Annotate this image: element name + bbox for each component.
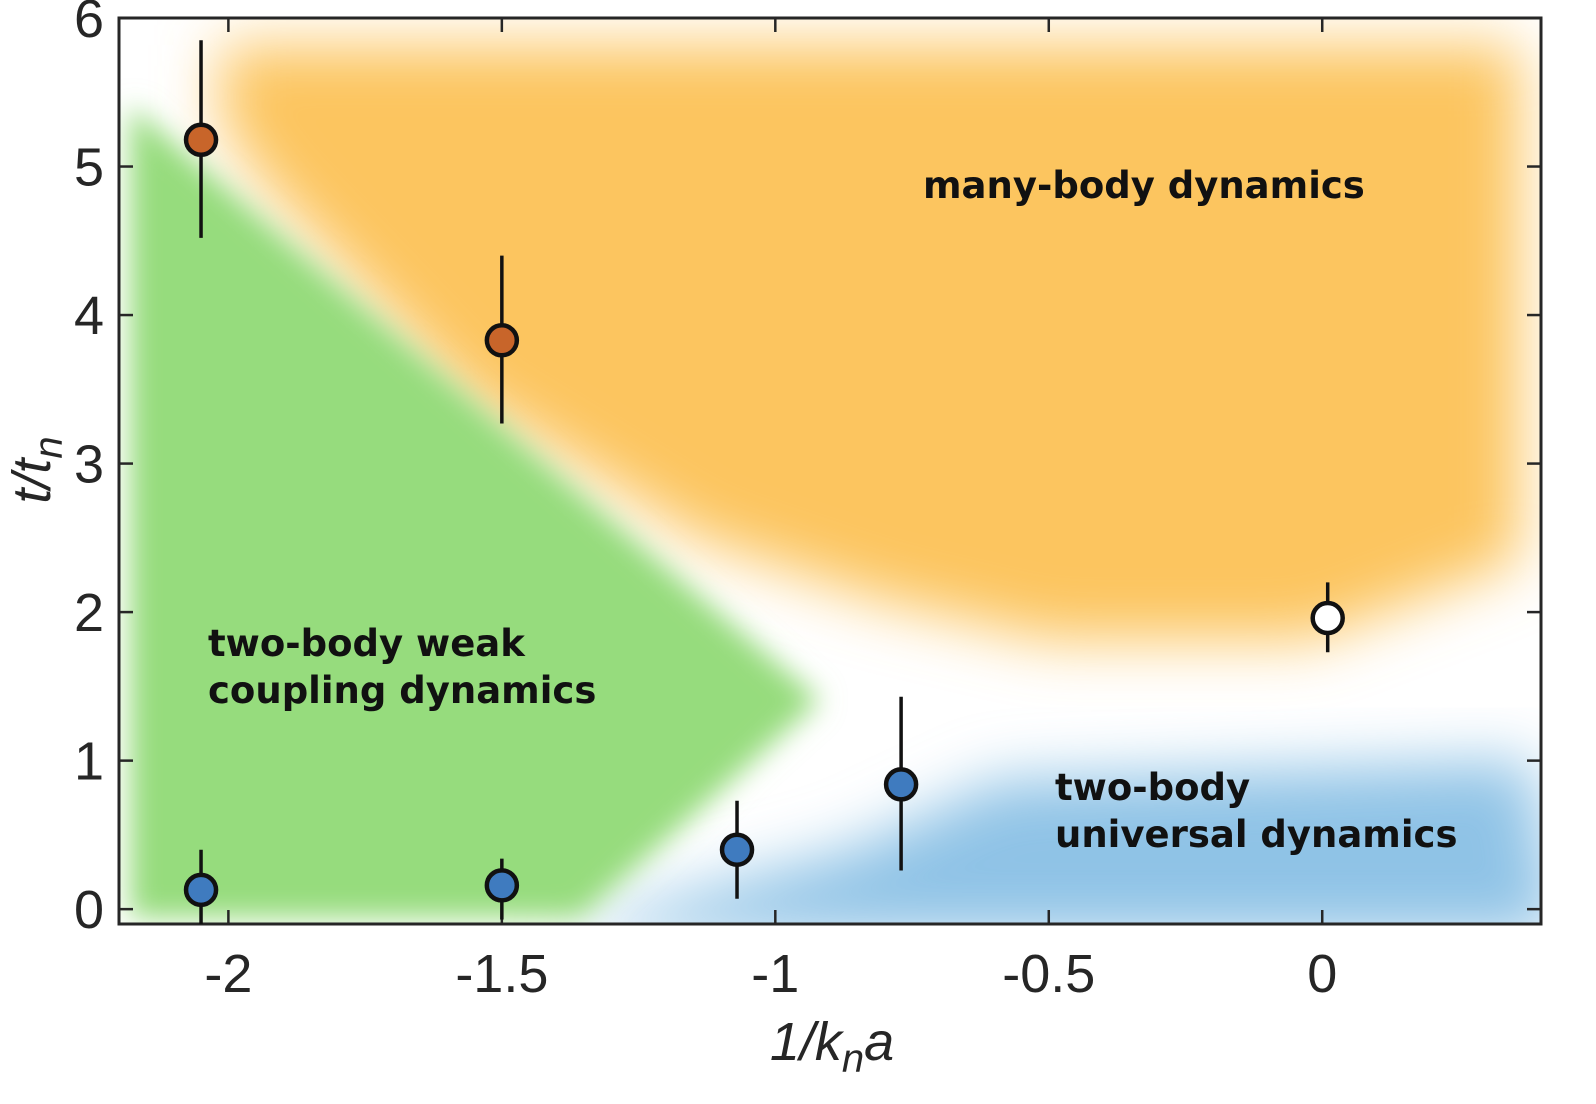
x-tick-label: -2: [204, 944, 252, 1004]
y-tick-label: 4: [74, 286, 104, 346]
data-point: [484, 323, 520, 358]
region-label-many-body: many-body dynamics: [923, 164, 1365, 207]
y-tick-label: 0: [74, 880, 104, 940]
region-label-two-body-universal-line2: universal dynamics: [1055, 813, 1457, 856]
y-tick-label: 2: [74, 583, 104, 643]
x-tick-label: -0.5: [1002, 944, 1095, 1004]
y-tick-label: 3: [74, 435, 104, 495]
data-point: [1310, 600, 1345, 636]
region-fill-two-body-universal: [593, 760, 1541, 924]
data-points: [183, 40, 1345, 924]
region-fill-many-body: [220, 45, 1520, 640]
region-fill-two-body-weak: [130, 105, 820, 918]
region-label-two-body-weak-line1: two-body weak: [208, 622, 526, 665]
region-label-two-body-universal-line1: two-body: [1055, 766, 1250, 809]
y-axis-label-sub: n: [27, 436, 71, 458]
data-point: [719, 832, 755, 867]
x-axis-label-sub: n: [842, 1037, 864, 1081]
x-tick-label: 0: [1307, 944, 1337, 1004]
data-point: [484, 868, 520, 903]
region-labels: many-body dynamics two-body weak couplin…: [208, 164, 1457, 856]
x-tick-label: -1: [751, 944, 799, 1004]
region-fills: [119, 18, 1541, 924]
y-axis-label: t/tn: [2, 436, 71, 503]
axes-frame: [117, 16, 1543, 926]
y-tick-label: 6: [74, 0, 104, 49]
region-label-two-body-weak-line2: coupling dynamics: [208, 669, 596, 712]
data-point: [183, 872, 219, 908]
data-point: [183, 122, 219, 158]
x-axis-label-main: 1/k: [770, 1012, 845, 1072]
x-tick-label: -1.5: [455, 944, 548, 1004]
y-tick-label: 1: [74, 732, 104, 792]
x-axis-label-suffix: a: [864, 1012, 894, 1072]
x-axis-label: 1/kna: [770, 1012, 894, 1081]
y-tick-label: 5: [74, 138, 104, 198]
data-point: [883, 767, 919, 802]
y-axis-label-main: t/t: [2, 457, 62, 504]
axes: -2 -1.5 -1 -0.5 0 0 1 2 3 4 5 6: [74, 0, 1543, 1004]
